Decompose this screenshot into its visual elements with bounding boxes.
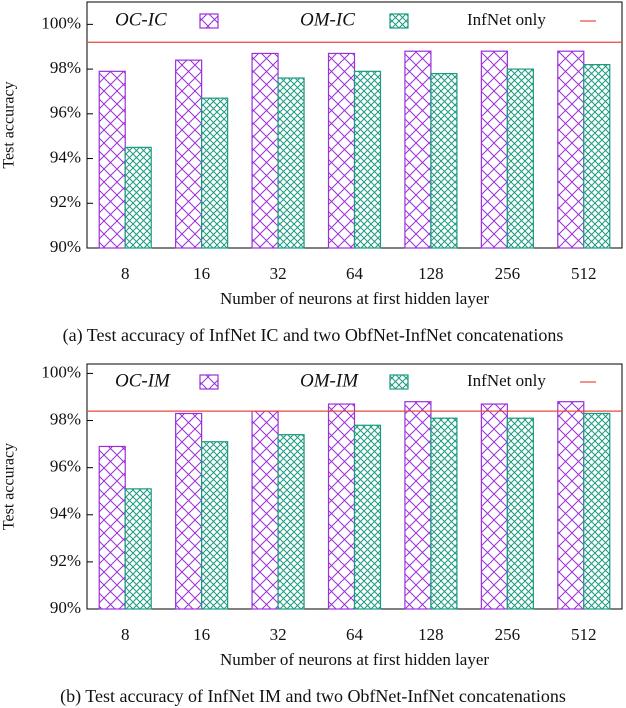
legend-label: OC-IM (115, 370, 171, 391)
bar (98, 445, 126, 610)
x-tick-label: 16 (193, 264, 210, 283)
bar (353, 424, 382, 610)
x-tick-label: 64 (346, 264, 364, 283)
bar (353, 70, 382, 249)
bar (404, 50, 432, 249)
bar (201, 441, 229, 610)
bar (251, 410, 279, 610)
y-tick-label: 96% (50, 457, 81, 476)
bar (557, 401, 585, 610)
y-tick-label: 90% (50, 598, 81, 617)
bar (277, 434, 305, 610)
x-tick-label: 32 (270, 264, 287, 283)
y-tick-label: 100% (41, 362, 81, 381)
x-tick-label: 512 (571, 264, 597, 283)
bar (175, 59, 203, 249)
x-tick-label: 32 (270, 625, 287, 644)
y-axis-title: Test accuracy (1, 81, 18, 168)
bar (480, 50, 508, 249)
bar (506, 417, 534, 610)
bar (327, 52, 356, 249)
legend-label: InfNet only (467, 10, 546, 29)
x-tick-label: 256 (495, 625, 521, 644)
x-tick-label: 64 (346, 625, 364, 644)
bar (277, 77, 305, 249)
x-tick-label: 8 (121, 625, 130, 644)
y-tick-label: 100% (41, 13, 81, 32)
legend-label: OM-IM (300, 370, 359, 391)
caption: (b) Test accuracy of InfNet IM and two O… (60, 686, 566, 707)
legend-label: InfNet only (467, 371, 546, 390)
bar (557, 50, 585, 249)
y-tick-label: 90% (50, 237, 81, 256)
bar (175, 412, 203, 610)
bar (124, 488, 152, 610)
caption: (a) Test accuracy of InfNet IC and two O… (63, 325, 564, 346)
legend-label: OM-IC (300, 9, 355, 30)
y-tick-label: 94% (50, 504, 81, 523)
x-tick-label: 512 (571, 625, 597, 644)
legend-swatch (389, 13, 409, 29)
y-tick-label: 92% (50, 551, 81, 570)
bar (583, 412, 611, 610)
y-tick-label: 92% (50, 192, 81, 211)
bar (480, 403, 508, 610)
y-tick-label: 96% (50, 103, 81, 122)
x-tick-label: 128 (418, 625, 444, 644)
bar (506, 68, 534, 249)
legend-swatch (389, 374, 409, 390)
x-axis-title: Number of neurons at first hidden layer (220, 289, 489, 308)
bar (98, 70, 126, 249)
bar (251, 52, 279, 249)
bar (430, 72, 458, 249)
legend-swatch (199, 13, 219, 29)
x-tick-label: 256 (495, 264, 521, 283)
bar (124, 146, 152, 249)
legend-label: OC-IC (115, 9, 167, 30)
x-tick-label: 128 (418, 264, 444, 283)
y-axis-title: Test accuracy (1, 443, 18, 530)
y-tick-label: 94% (50, 147, 81, 166)
y-tick-label: 98% (50, 409, 81, 428)
x-tick-label: 16 (193, 625, 210, 644)
bar (404, 401, 432, 610)
x-tick-label: 8 (121, 264, 130, 283)
bar (430, 417, 458, 610)
legend-swatch (199, 374, 219, 390)
bar (583, 64, 611, 249)
x-axis-title: Number of neurons at first hidden layer (220, 650, 489, 669)
bar (201, 97, 229, 249)
bar (327, 403, 356, 610)
y-tick-label: 98% (50, 58, 81, 77)
